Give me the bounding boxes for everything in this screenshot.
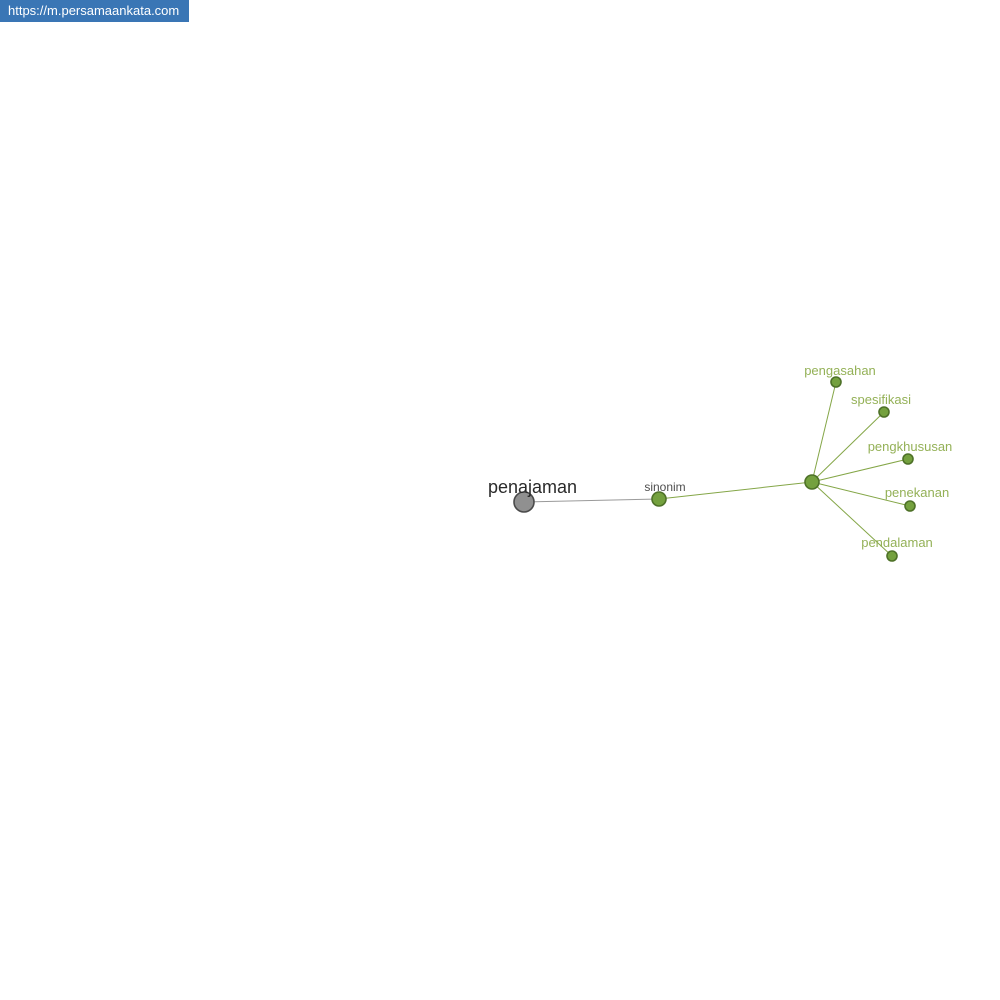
graph-edge-hub-penekanan [811, 481, 911, 507]
graph-node-sinonim[interactable] [651, 491, 667, 507]
graph-node-label-pendalaman[interactable]: pendalaman [861, 535, 933, 550]
graph-edge-hub-pengkhususan [811, 458, 909, 483]
graph-node-label-spesifikasi[interactable]: spesifikasi [851, 392, 911, 407]
graph-edge-sinonim-hub [658, 481, 813, 500]
graph-node-label-pengasahan[interactable]: pengasahan [804, 363, 876, 378]
graph-node-label-pengkhususan[interactable]: pengkhususan [868, 439, 953, 454]
graph-node-pengasahan[interactable] [830, 376, 842, 388]
graph-node-label-sinonim[interactable]: sinonim [644, 480, 685, 494]
graph-node-pengkhususan[interactable] [902, 453, 914, 465]
url-badge-text: https://m.persamaankata.com [8, 3, 180, 18]
url-badge: https://m.persamaankata.com [0, 0, 190, 22]
graph-edge-hub-spesifikasi [811, 411, 885, 483]
graph-node-penajaman[interactable] [513, 491, 535, 513]
graph-node-spesifikasi[interactable] [878, 406, 890, 418]
graph-node-pendalaman[interactable] [886, 550, 898, 562]
graph-node-penekanan[interactable] [904, 500, 916, 512]
graph-edge-hub-pendalaman [811, 481, 893, 557]
graph-edge-penajaman-sinonim [523, 498, 660, 503]
graph-node-label-penekanan[interactable]: penekanan [885, 485, 949, 500]
graph-node-label-penajaman: penajaman [488, 477, 577, 497]
graph-edge-hub-pengasahan [811, 381, 837, 483]
graph-node-hub[interactable] [804, 474, 820, 490]
